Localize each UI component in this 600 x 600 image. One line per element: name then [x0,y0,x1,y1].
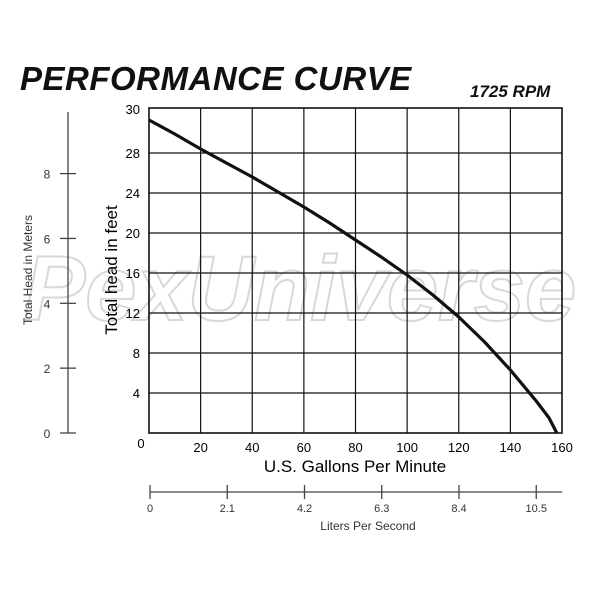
y-tick-label: 24 [126,186,140,201]
y-axis-label: Total head in feet [102,205,121,335]
lps-tick-label: 4.2 [297,503,312,515]
lps-tick-label: 0 [147,503,153,515]
y-tick-label-top: 30 [126,102,140,117]
x-tick-label: 80 [348,440,362,455]
chart-subtitle-rpm: 1725 RPM [470,82,551,101]
x-axis-label: U.S. Gallons Per Minute [264,457,446,476]
lps-tick-label: 10.5 [526,503,547,515]
x-tick-label: 40 [245,440,259,455]
chart-title: PERFORMANCE CURVE [20,60,412,97]
meters-tick-label: 8 [44,168,51,182]
y-tick-label: 16 [126,266,140,281]
y-tick-label: 20 [126,226,140,241]
x-tick-label: 120 [448,440,470,455]
meters-tick-label: 4 [44,297,51,311]
lps-tick-label: 8.4 [451,503,466,515]
meters-axis-label: Total Head in Meters [21,215,35,325]
x-tick-label: 20 [193,440,207,455]
x-tick-label: 100 [396,440,418,455]
x-tick-label: 0 [137,436,144,451]
lps-tick-label: 6.3 [374,503,389,515]
x-tick-label: 140 [500,440,522,455]
x-tick-label: 60 [297,440,311,455]
watermark: PexUniverse [24,238,576,340]
y-tick-label: 4 [133,386,140,401]
lps-axis-label: Liters Per Second [320,519,415,533]
x-tick-label: 160 [551,440,573,455]
y-tick-label: 8 [133,346,140,361]
lps-tick-label: 2.1 [220,503,235,515]
meters-tick-label: 6 [44,232,51,246]
meters-tick-label: 0 [44,427,51,441]
meters-tick-label: 2 [44,362,51,376]
y-tick-label: 28 [126,146,140,161]
performance-curve [148,118,559,434]
y-tick-label: 12 [126,306,140,321]
